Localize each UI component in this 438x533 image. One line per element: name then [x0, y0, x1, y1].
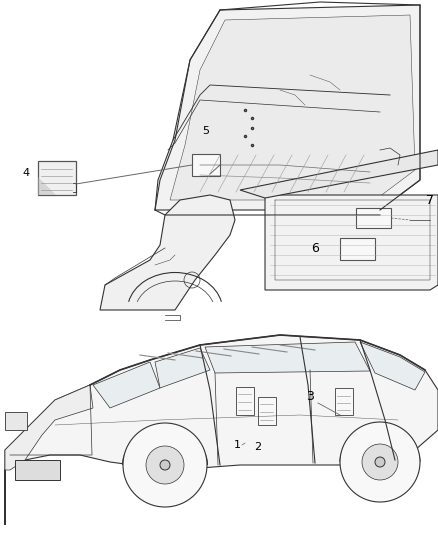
Bar — [236, 387, 254, 415]
Circle shape — [160, 460, 170, 470]
Polygon shape — [205, 342, 370, 373]
Polygon shape — [38, 177, 56, 195]
Polygon shape — [240, 150, 438, 198]
Polygon shape — [100, 195, 235, 310]
Text: 7: 7 — [426, 193, 434, 206]
Text: 3: 3 — [306, 390, 314, 403]
Circle shape — [362, 444, 398, 480]
Bar — [15, 460, 60, 480]
Circle shape — [375, 457, 385, 467]
Bar — [5, 412, 27, 430]
Polygon shape — [93, 362, 160, 408]
Text: 4: 4 — [22, 168, 29, 178]
Text: 2: 2 — [254, 442, 261, 452]
Circle shape — [340, 422, 420, 502]
Bar — [192, 154, 220, 176]
Bar — [38, 161, 76, 195]
Polygon shape — [170, 15, 415, 200]
Bar — [340, 238, 375, 260]
Text: 6: 6 — [311, 243, 319, 255]
Text: 5: 5 — [202, 126, 209, 136]
Polygon shape — [5, 335, 438, 525]
Circle shape — [146, 446, 184, 484]
Text: 1: 1 — [233, 440, 240, 450]
Circle shape — [123, 423, 207, 507]
Polygon shape — [155, 348, 210, 388]
Bar — [335, 388, 353, 415]
Polygon shape — [265, 190, 438, 290]
Bar — [258, 397, 276, 425]
Polygon shape — [5, 385, 93, 470]
Polygon shape — [155, 5, 420, 210]
Polygon shape — [360, 342, 425, 390]
Bar — [356, 208, 391, 228]
